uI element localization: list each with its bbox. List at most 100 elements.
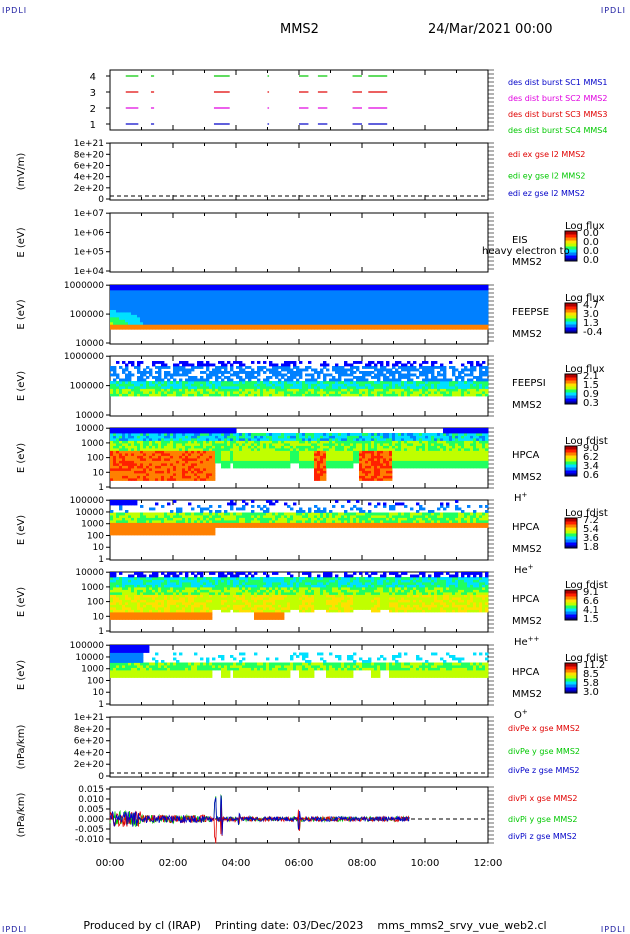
spectrogram-cell <box>122 448 126 451</box>
spectrogram-cell <box>152 363 156 367</box>
spectrogram-cell <box>131 463 135 466</box>
spectrogram-cell <box>197 443 201 446</box>
spectrogram-cell <box>140 319 144 323</box>
spectrogram-cell <box>407 299 411 303</box>
spectrogram-cell <box>230 428 234 431</box>
spectrogram-cell <box>179 460 183 464</box>
spectrogram-cell <box>350 299 354 303</box>
spectrogram-cell <box>230 309 234 313</box>
spectrogram-cell <box>245 314 249 318</box>
y-tick-label: 1e+04 <box>74 267 105 277</box>
spectrogram-cell <box>458 312 462 315</box>
spectrogram-cell <box>173 465 177 469</box>
spectrogram-cell <box>404 324 408 328</box>
spectrogram-cell <box>389 287 393 291</box>
spectrogram-cell <box>302 294 306 298</box>
spectrogram-cell <box>179 443 183 446</box>
spectrogram-cell <box>197 463 201 466</box>
spectrogram-cell <box>245 294 249 298</box>
spectrogram-cell <box>371 304 375 308</box>
spectrogram-cell <box>122 455 126 459</box>
spectrogram-cell <box>251 463 255 466</box>
spectrogram-cell <box>350 326 354 330</box>
spectrogram-cell <box>482 381 486 384</box>
spectrogram-cell <box>248 445 252 449</box>
spectrogram-cell <box>179 475 183 479</box>
spectrogram-cell <box>164 363 168 367</box>
spectrogram-cell <box>482 361 486 364</box>
spectrogram-cell <box>215 304 219 308</box>
spectrogram-cell <box>446 307 450 310</box>
spectrogram-cell <box>152 289 156 293</box>
spectrogram-cell <box>380 304 384 308</box>
spectrogram-cell <box>197 299 201 303</box>
spectrogram-cell <box>170 294 174 298</box>
spectrogram-cell <box>338 314 342 318</box>
spectrogram-cell <box>143 450 147 454</box>
spectrogram-cell <box>461 391 465 394</box>
spectrogram-cell <box>425 366 429 369</box>
spectrogram-cell <box>218 393 222 397</box>
spectrogram-cell <box>311 302 315 306</box>
spectrogram-cell <box>455 299 459 303</box>
spectrogram-cell <box>203 383 207 387</box>
spectrogram-cell <box>191 366 195 369</box>
spectrogram-cell <box>134 366 138 369</box>
spectrogram-cell <box>242 438 246 441</box>
colorbar-cell <box>565 389 577 393</box>
spectrogram-cell <box>470 312 474 315</box>
spectrogram-cell <box>398 285 402 288</box>
spectrogram-cell <box>416 386 420 389</box>
spectrogram-cell <box>149 458 153 461</box>
spectrogram-cell <box>476 393 480 397</box>
colorbar-cell <box>565 255 577 259</box>
spectrogram-cell <box>449 366 453 369</box>
spectrogram-cell <box>281 393 285 397</box>
spectrogram-cell <box>320 314 324 318</box>
spectrogram-cell <box>323 378 327 382</box>
spectrogram-cell <box>209 294 213 298</box>
spectrogram-cell <box>194 324 198 328</box>
spectrogram-cell <box>128 468 132 471</box>
spectrogram-cell <box>233 435 237 439</box>
spectrogram-cell <box>410 368 414 372</box>
spectrogram-cell <box>386 363 390 367</box>
spectrogram-cell <box>182 309 186 313</box>
spectrogram-cell <box>143 438 147 441</box>
spectrogram-cell <box>203 292 207 296</box>
spectrogram-cell <box>122 453 126 456</box>
spectrogram-cell <box>467 309 471 313</box>
spectrogram-cell <box>221 324 225 328</box>
spectrogram-cell <box>449 324 453 328</box>
spectrogram-cell <box>467 297 471 301</box>
spectrogram-cell <box>254 314 258 318</box>
spectrogram-cell <box>143 448 147 451</box>
spectrogram-cell <box>119 326 123 330</box>
spectrogram-cell <box>164 458 168 461</box>
spectrogram-cell <box>245 321 249 325</box>
spectrogram-cell <box>461 386 465 389</box>
spectrogram-cell <box>473 391 477 394</box>
spectrogram-cell <box>371 299 375 303</box>
spectrogram-cell <box>191 289 195 293</box>
spectrogram-cell <box>368 309 372 313</box>
spectrogram-cell <box>335 297 339 301</box>
spectrogram-cell <box>455 319 459 323</box>
spectrogram-cell <box>398 391 402 394</box>
spectrogram-cell <box>116 321 120 325</box>
spectrogram-cell <box>425 376 429 379</box>
spectrogram-cell <box>248 433 252 436</box>
spectrogram-cell <box>203 297 207 301</box>
spectrogram-cell <box>221 285 225 288</box>
spectrogram-cell <box>206 326 210 330</box>
spectrogram-cell <box>203 299 207 303</box>
spectrogram-cell <box>377 361 381 364</box>
spectrogram-cell <box>233 314 237 318</box>
spectrogram-cell <box>197 435 201 439</box>
spectrogram-cell <box>239 435 243 439</box>
spectrogram-cell <box>407 312 411 315</box>
spectrogram-cell <box>125 285 129 288</box>
spectrogram-cell <box>221 455 225 459</box>
spectrogram-cell <box>182 294 186 298</box>
